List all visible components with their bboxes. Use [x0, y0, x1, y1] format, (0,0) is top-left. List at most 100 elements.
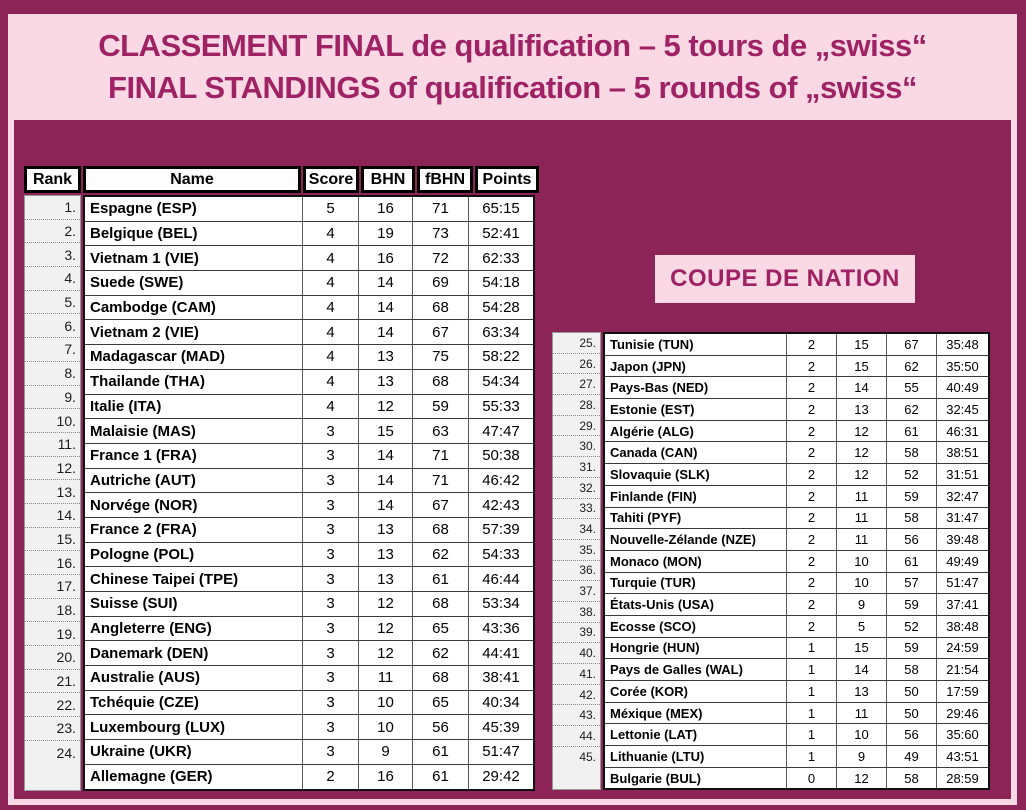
rank-cell: 16.	[25, 551, 80, 575]
score-cell: 4	[303, 394, 359, 419]
table-row: Norvége (NOR) 3 14 67 42:43	[85, 493, 533, 518]
name-cell: Méxique (MEX)	[605, 702, 787, 724]
fbhn-cell: 50	[887, 702, 937, 724]
name-cell: Slovaquie (SLK)	[605, 464, 787, 485]
points-cell: 40:34	[469, 690, 533, 715]
fbhn-cell: 72	[413, 246, 469, 271]
fbhn-cell: 59	[413, 394, 469, 419]
standings-table-left: Rank Name Score BHN fBHN Points 1. 2. 3. 4.…	[24, 166, 539, 791]
points-cell: 54:18	[469, 271, 533, 295]
fbhn-cell: 57	[887, 572, 937, 594]
fbhn-cell: 71	[413, 468, 469, 493]
table-row: Nouvelle-Zélande (NZE) 2 11 56 39:48	[605, 529, 988, 551]
name-cell: Corée (KOR)	[605, 681, 787, 702]
bhn-cell: 13	[359, 345, 413, 369]
score-cell: 3	[303, 468, 359, 493]
rank-cell: 33.	[553, 498, 600, 520]
table-row: Corée (KOR) 1 13 50 17:59	[605, 681, 988, 703]
rank-cell: 4.	[25, 267, 80, 291]
table-row: Luxembourg (LUX) 3 10 56 45:39	[85, 715, 533, 741]
fbhn-cell: 50	[887, 681, 937, 702]
points-cell: 29:42	[469, 764, 533, 789]
score-cell: 4	[303, 246, 359, 271]
fbhn-cell: 61	[413, 764, 469, 789]
bhn-cell: 14	[359, 320, 413, 345]
points-cell: 58:22	[469, 345, 533, 369]
score-cell: 2	[787, 507, 837, 529]
score-cell: 2	[787, 572, 837, 594]
table-row: Finlande (FIN) 2 11 59 32:47	[605, 485, 988, 508]
name-cell: Japon (JPN)	[605, 355, 787, 377]
bhn-cell: 13	[359, 369, 413, 394]
table-row: Japon (JPN) 2 15 62 35:50	[605, 355, 988, 378]
points-cell: 62:33	[469, 246, 533, 271]
points-cell: 44:41	[469, 641, 533, 666]
rank-cell: 45.	[553, 746, 600, 768]
bhn-cell: 12	[359, 394, 413, 419]
fbhn-cell: 61	[413, 567, 469, 591]
bhn-cell: 12	[359, 592, 413, 616]
rank-cell: 38.	[553, 601, 600, 623]
score-cell: 3	[303, 592, 359, 616]
points-cell: 54:34	[469, 369, 533, 394]
bhn-cell: 9	[837, 746, 887, 767]
name-cell: États-Unis (USA)	[605, 594, 787, 615]
table-row: Danemark (DEN) 3 12 62 44:41	[85, 641, 533, 667]
points-cell: 32:45	[937, 399, 988, 420]
name-cell: Estonie (EST)	[605, 399, 787, 420]
rank-cell: 26.	[553, 353, 600, 375]
score-cell: 5	[303, 197, 359, 221]
table-row: Cambodge (CAM) 4 14 68 54:28	[85, 295, 533, 321]
bhn-cell: 9	[359, 740, 413, 764]
name-cell: Canada (CAN)	[605, 442, 787, 464]
points-cell: 54:33	[469, 542, 533, 567]
score-cell: 3	[303, 641, 359, 666]
points-cell: 54:28	[469, 295, 533, 320]
bhn-cell: 12	[837, 464, 887, 485]
name-cell: Cambodge (CAM)	[85, 295, 303, 320]
score-cell: 3	[303, 542, 359, 567]
name-cell: Lettonie (LAT)	[605, 724, 787, 746]
table-row: Turquie (TUR) 2 10 57 51:47	[605, 572, 988, 595]
bhn-cell: 13	[837, 681, 887, 702]
score-cell: 1	[787, 702, 837, 724]
bhn-cell: 10	[837, 724, 887, 746]
table-row: France 2 (FRA) 3 13 68 57:39	[85, 517, 533, 543]
rank-cell: 41.	[553, 664, 600, 685]
name-cell: Vietnam 2 (VIE)	[85, 320, 303, 345]
table-row: Ukraine (UKR) 3 9 61 51:47	[85, 740, 533, 765]
rank-cell: 1.	[25, 196, 80, 220]
name-cell: Angleterre (ENG)	[85, 616, 303, 641]
fbhn-cell: 63	[413, 419, 469, 443]
fbhn-cell: 49	[887, 746, 937, 767]
table-row: Slovaquie (SLK) 2 12 52 31:51	[605, 464, 988, 486]
table-row: Australie (AUS) 3 11 68 38:41	[85, 666, 533, 691]
points-cell: 31:51	[937, 464, 988, 485]
bhn-cell: 11	[359, 666, 413, 690]
rank-cell: 21.	[25, 669, 80, 694]
points-cell: 47:47	[469, 419, 533, 443]
points-cell: 17:59	[937, 681, 988, 702]
rank-cell: 10.	[25, 409, 80, 433]
fbhn-cell: 71	[413, 197, 469, 221]
score-cell: 2	[787, 355, 837, 377]
rank-cell: 14.	[25, 503, 80, 528]
bhn-cell: 14	[837, 659, 887, 680]
bhn-cell: 10	[837, 572, 887, 594]
score-cell: 3	[303, 517, 359, 542]
table-row: Bulgarie (BUL) 0 12 58 28:59	[605, 767, 988, 789]
score-cell: 3	[303, 740, 359, 764]
table-row: Ecosse (SCO) 2 5 52 38:48	[605, 615, 988, 638]
table-header-row: Rank Name Score BHN fBHN Points	[24, 166, 539, 193]
title-line-french: CLASSEMENT FINAL de qualification – 5 to…	[98, 28, 927, 63]
rank-cell: 35.	[553, 539, 600, 561]
points-cell: 46:31	[937, 420, 988, 442]
rank-cell: 13.	[25, 480, 80, 504]
name-cell: Danemark (DEN)	[85, 641, 303, 666]
points-cell: 43:36	[469, 616, 533, 641]
points-cell: 52:41	[469, 221, 533, 246]
bhn-cell: 14	[359, 443, 413, 468]
name-cell: Tchéquie (CZE)	[85, 690, 303, 715]
rank-cell: 5.	[25, 290, 80, 315]
points-cell: 43:51	[937, 746, 988, 767]
